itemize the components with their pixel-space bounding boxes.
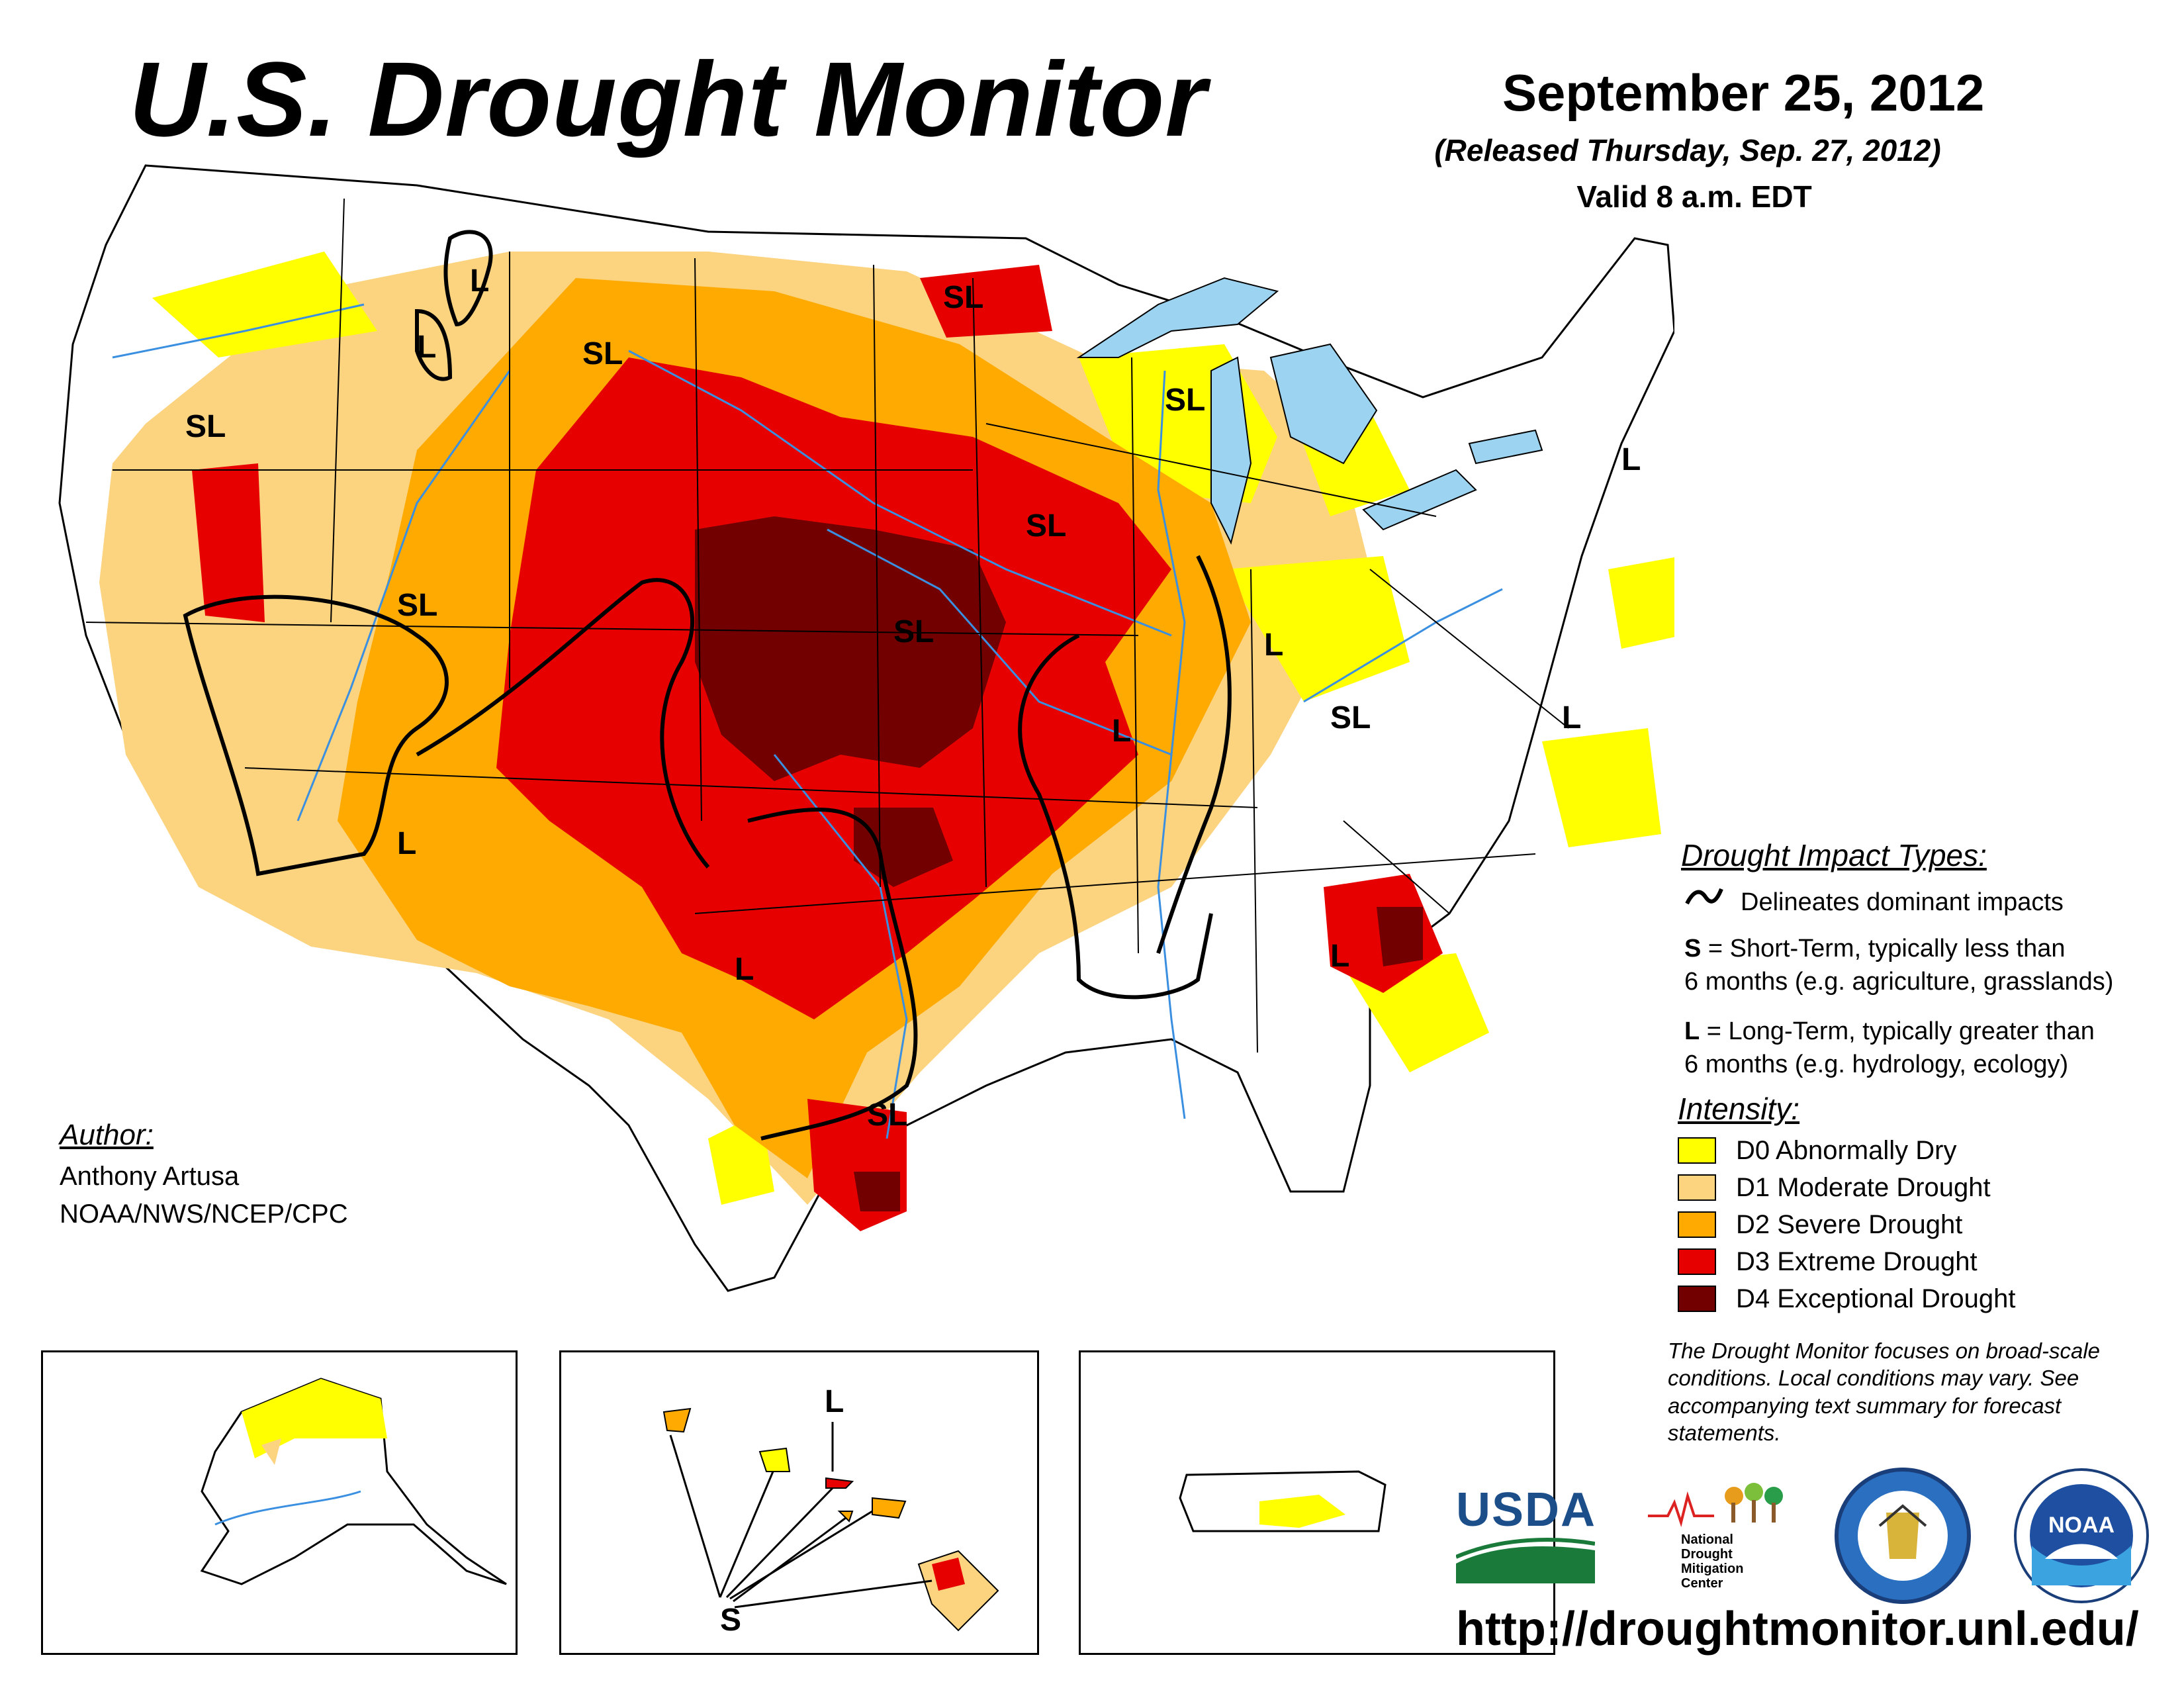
d3-region xyxy=(920,265,1052,338)
short-term-key: S xyxy=(1684,935,1702,962)
long-term-desc: = Long-Term, typically greater than xyxy=(1700,1017,2095,1045)
short-term-line2: 6 months (e.g. agriculture, grasslands) xyxy=(1684,968,2114,996)
label-l: L xyxy=(470,263,489,299)
label-s: S xyxy=(720,1603,741,1638)
website-url[interactable]: http://droughtmonitor.unl.edu/ xyxy=(1456,1603,2139,1656)
ndmc-text: National Drought Mitigation Center xyxy=(1681,1532,1744,1591)
label-sl: SL xyxy=(1026,508,1066,543)
intensity-item-d3: D3 Extreme Drought xyxy=(1678,1243,2015,1280)
label-sl: SL xyxy=(397,588,437,623)
puerto-rico-map xyxy=(1179,1470,1387,1532)
label-l: L xyxy=(1621,442,1641,477)
valid-time: Valid 8 a.m. EDT xyxy=(1576,179,1812,214)
author-heading: Author: xyxy=(60,1119,154,1151)
ndmc-logo: National Drought Mitigation Center xyxy=(1648,1476,1800,1595)
release-date: (Released Thursday, Sep. 27, 2012) xyxy=(1434,133,1941,167)
rivers xyxy=(112,303,1503,1139)
ndmc-icon xyxy=(1648,1483,1783,1528)
label-d0: D0 Abnormally Dry xyxy=(1736,1135,1957,1165)
swatch-d3 xyxy=(1678,1248,1716,1275)
impact-boundaries xyxy=(183,230,1232,1141)
lake-huron xyxy=(1269,343,1378,465)
label-l: L xyxy=(1330,939,1349,974)
d0-region xyxy=(152,252,377,357)
label-l: L xyxy=(825,1384,844,1419)
usda-text: USDA xyxy=(1456,1483,1597,1536)
map-title: U.S. Drought Monitor xyxy=(129,40,1207,158)
intensity-item-d1: D1 Moderate Drought xyxy=(1678,1169,2015,1206)
label-l: L xyxy=(417,330,436,365)
label-sl: SL xyxy=(943,280,983,315)
intensity-legend: D0 Abnormally Dry D1 Moderate Drought D2… xyxy=(1678,1132,2015,1317)
swatch-d2 xyxy=(1678,1211,1716,1238)
label-d3: D3 Extreme Drought xyxy=(1736,1246,1978,1276)
alaska-map xyxy=(200,1378,507,1585)
lake-superior xyxy=(1076,277,1279,358)
label-l: L xyxy=(735,952,754,987)
hawaii-map: S L xyxy=(662,1384,999,1638)
delineates-text: Delineates dominant impacts xyxy=(1741,888,2064,916)
intensity-heading: Intensity: xyxy=(1678,1092,1800,1126)
hawaii-pointer-lines xyxy=(669,1422,933,1609)
long-term-line1: L = Long-Term, typically greater than xyxy=(1684,1016,2095,1048)
delineation-line-icon xyxy=(1685,888,1723,905)
d3-region xyxy=(192,463,265,622)
long-term-key: L xyxy=(1684,1017,1700,1045)
label-l: L xyxy=(1112,714,1131,749)
author-org: NOAA/NWS/NCEP/CPC xyxy=(60,1199,348,1229)
author-name: Anthony Artusa xyxy=(60,1162,240,1191)
puerto-rico-inset xyxy=(1079,1350,1555,1655)
lake-michigan xyxy=(1210,356,1252,545)
label-d4: D4 Exceptional Drought xyxy=(1736,1284,2016,1313)
label-sl: SL xyxy=(185,409,226,444)
swatch-d4 xyxy=(1678,1286,1716,1312)
label-d1: D1 Moderate Drought xyxy=(1736,1172,1991,1202)
state-boundaries xyxy=(85,198,1569,1053)
usda-logo: USDA xyxy=(1455,1483,1597,1589)
hawaii-inset: S L xyxy=(559,1350,1039,1655)
short-term-desc: = Short-Term, typically less than xyxy=(1701,935,2066,962)
label-l: L xyxy=(1562,700,1581,735)
label-sl: SL xyxy=(1330,700,1371,735)
alaska-inset xyxy=(41,1350,518,1655)
label-sl: SL xyxy=(867,1098,907,1133)
d0-region xyxy=(1542,728,1661,847)
lake-ontario xyxy=(1468,429,1543,465)
label-sl: SL xyxy=(893,614,934,649)
lake-erie xyxy=(1362,469,1477,531)
label-l: L xyxy=(1264,628,1283,663)
noaa-text: NOAA xyxy=(2048,1513,2115,1538)
conus-drought-map: SL SL SL SL SL SL SL SL SL L L L L L L L… xyxy=(58,164,1674,1292)
d4-region xyxy=(854,808,953,887)
label-sl: SL xyxy=(1165,383,1205,418)
dept-of-commerce-seal xyxy=(1835,1468,1971,1604)
swatch-d0 xyxy=(1678,1137,1716,1164)
long-term-line2: 6 months (e.g. hydrology, ecology) xyxy=(1684,1051,2069,1078)
intensity-item-d4: D4 Exceptional Drought xyxy=(1678,1280,2015,1317)
disclaimer-text: The Drought Monitor focuses on broad-sca… xyxy=(1668,1338,2101,1445)
d0-region xyxy=(1608,557,1674,649)
intensity-item-d0: D0 Abnormally Dry xyxy=(1678,1132,2015,1169)
short-term-line1: S = Short-Term, typically less than xyxy=(1684,933,2066,965)
usda-swoosh-icon xyxy=(1455,1538,1596,1583)
d4-region xyxy=(1377,907,1423,966)
noaa-logo: NOAA xyxy=(2014,1468,2149,1603)
swatch-d1 xyxy=(1678,1174,1716,1201)
impact-types-heading: Drought Impact Types: xyxy=(1681,838,1987,872)
label-d2: D2 Severe Drought xyxy=(1736,1209,1963,1239)
map-date: September 25, 2012 xyxy=(1502,64,1985,122)
label-l: L xyxy=(397,826,416,861)
intensity-item-d2: D2 Severe Drought xyxy=(1678,1206,2015,1243)
d4-region xyxy=(854,1172,900,1211)
label-sl: SL xyxy=(582,336,623,371)
